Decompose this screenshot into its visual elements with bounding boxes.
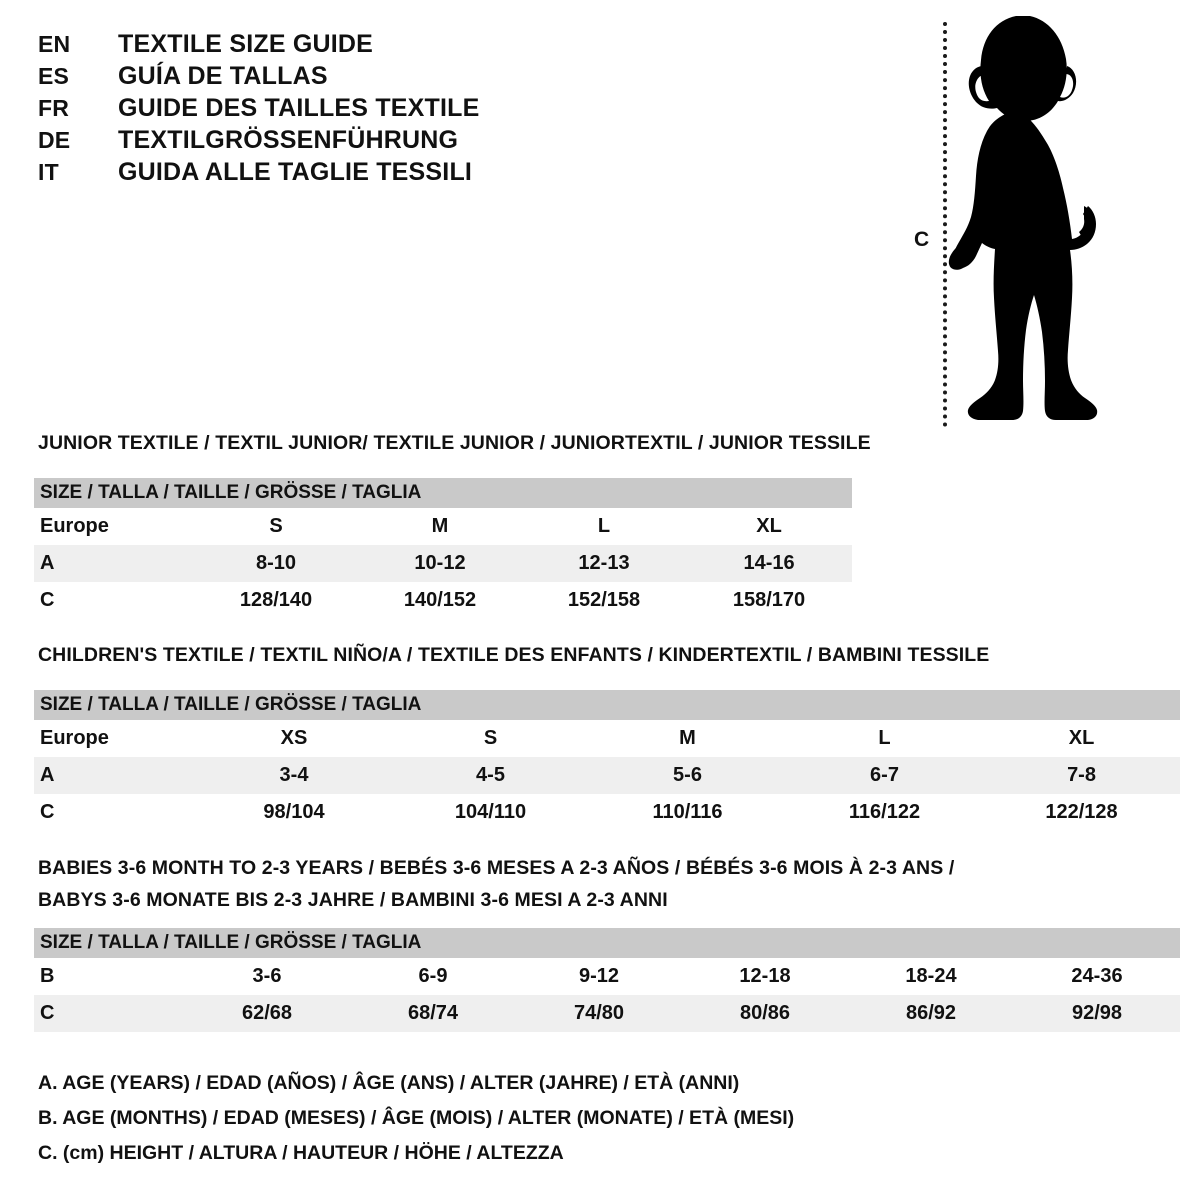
cell: M	[589, 720, 786, 757]
language-row-en: EN TEXTILE SIZE GUIDE	[38, 30, 598, 62]
table-band-row: SIZE / TALLA / TAILLE / GRÖSSE / TAGLIA	[34, 478, 853, 508]
row-label: A	[34, 757, 196, 794]
cell: 4-5	[392, 757, 589, 794]
table-band-row: SIZE / TALLA / TAILLE / GRÖSSE / TAGLIA	[34, 690, 1181, 720]
children-size-table: SIZE / TALLA / TAILLE / GRÖSSE / TAGLIA …	[34, 690, 1181, 831]
row-label: A	[34, 545, 194, 582]
language-code-de: DE	[38, 127, 71, 153]
cell: XL	[983, 720, 1181, 757]
cell: 110/116	[589, 794, 786, 831]
cell: 6-7	[786, 757, 983, 794]
measurement-legend: A. AGE (YEARS) / EDAD (AÑOS) / ÂGE (ANS)…	[38, 1066, 794, 1171]
row-label: B	[34, 958, 184, 995]
children-band-label: SIZE / TALLA / TAILLE / GRÖSSE / TAGLIA	[34, 690, 1181, 720]
child-silhouette-icon	[948, 16, 1098, 420]
height-marker-label: C	[914, 228, 930, 251]
table-row: A 8-10 10-12 12-13 14-16	[34, 545, 853, 582]
cell: 92/98	[1014, 995, 1180, 1032]
cell: 104/110	[392, 794, 589, 831]
table-row: C 62/68 68/74 74/80 80/86 86/92 92/98	[34, 995, 1180, 1032]
legend-line-a: A. AGE (YEARS) / EDAD (AÑOS) / ÂGE (ANS)…	[38, 1072, 740, 1094]
table-row: B 3-6 6-9 9-12 12-18 18-24 24-36	[34, 958, 1180, 995]
cell: 5-6	[589, 757, 786, 794]
language-code-it: IT	[38, 159, 59, 185]
height-dotted-line	[943, 22, 947, 427]
language-row-es: ES GUÍA DE TALLAS	[38, 62, 598, 94]
row-label: C	[34, 794, 196, 831]
section-title-babies-line1: BABIES 3-6 MONTH TO 2-3 YEARS / BEBÉS 3-…	[38, 857, 955, 879]
cell: 14-16	[686, 545, 853, 582]
cell: 24-36	[1014, 958, 1180, 995]
language-row-it: IT GUIDA ALLE TAGLIE TESSILI	[38, 158, 598, 190]
cell: 86/92	[848, 995, 1014, 1032]
cell: 6-9	[350, 958, 516, 995]
row-label: C	[34, 995, 184, 1032]
table-row: C 128/140 140/152 152/158 158/170	[34, 582, 853, 619]
cell: XL	[686, 508, 853, 545]
cell: 158/170	[686, 582, 853, 619]
language-title-de: TEXTILGRÖSSENFÜHRUNG	[118, 126, 459, 154]
language-code-fr: FR	[38, 95, 70, 121]
cell: 80/86	[682, 995, 848, 1032]
cell: S	[392, 720, 589, 757]
language-title-es: GUÍA DE TALLAS	[118, 62, 328, 90]
row-label: Europe	[34, 720, 196, 757]
cell: 8-10	[194, 545, 358, 582]
cell: 152/158	[522, 582, 686, 619]
cell: 3-4	[196, 757, 392, 794]
cell: 18-24	[848, 958, 1014, 995]
cell: L	[522, 508, 686, 545]
language-row-fr: FR GUIDE DES TAILLES TEXTILE	[38, 94, 598, 126]
cell: 68/74	[350, 995, 516, 1032]
language-title-it: GUIDA ALLE TAGLIE TESSILI	[118, 158, 473, 186]
cell: L	[786, 720, 983, 757]
table-band-row: SIZE / TALLA / TAILLE / GRÖSSE / TAGLIA	[34, 928, 1180, 958]
table-row: Europe S M L XL	[34, 508, 853, 545]
cell: 62/68	[184, 995, 350, 1032]
legend-line-b: B. AGE (MONTHS) / EDAD (MESES) / ÂGE (MO…	[38, 1107, 795, 1129]
cell: 140/152	[358, 582, 522, 619]
language-code-es: ES	[38, 63, 70, 89]
cell: XS	[196, 720, 392, 757]
row-label: Europe	[34, 508, 194, 545]
junior-size-table: SIZE / TALLA / TAILLE / GRÖSSE / TAGLIA …	[34, 478, 853, 619]
cell: 98/104	[196, 794, 392, 831]
cell: 9-12	[516, 958, 682, 995]
junior-band-label: SIZE / TALLA / TAILLE / GRÖSSE / TAGLIA	[34, 478, 853, 508]
cell: M	[358, 508, 522, 545]
legend-line-c: C. (cm) HEIGHT / ALTURA / HAUTEUR / HÖHE…	[38, 1142, 564, 1164]
table-row: Europe XS S M L XL	[34, 720, 1181, 757]
language-title-block: EN TEXTILE SIZE GUIDE ES GUÍA DE TALLAS …	[38, 30, 598, 190]
cell: 116/122	[786, 794, 983, 831]
cell: 12-18	[682, 958, 848, 995]
cell: 122/128	[983, 794, 1181, 831]
babies-size-table: SIZE / TALLA / TAILLE / GRÖSSE / TAGLIA …	[34, 928, 1180, 1032]
table-row: A 3-4 4-5 5-6 6-7 7-8	[34, 757, 1181, 794]
cell: 128/140	[194, 582, 358, 619]
cell: S	[194, 508, 358, 545]
language-title-fr: GUIDE DES TAILLES TEXTILE	[118, 94, 480, 122]
section-title-junior: JUNIOR TEXTILE / TEXTIL JUNIOR/ TEXTILE …	[38, 432, 871, 454]
language-code-en: EN	[38, 31, 71, 57]
language-title-en: TEXTILE SIZE GUIDE	[118, 30, 374, 58]
cell: 12-13	[522, 545, 686, 582]
section-title-babies-line2: BABYS 3-6 MONATE BIS 2-3 JAHRE / BAMBINI…	[38, 889, 668, 911]
language-row-de: DE TEXTILGRÖSSENFÜHRUNG	[38, 126, 598, 158]
section-title-children: CHILDREN'S TEXTILE / TEXTIL NIÑO/A / TEX…	[38, 644, 990, 666]
table-row: C 98/104 104/110 110/116 116/122 122/128	[34, 794, 1181, 831]
height-measurement-figure: C	[900, 10, 1160, 435]
cell: 74/80	[516, 995, 682, 1032]
cell: 7-8	[983, 757, 1181, 794]
cell: 3-6	[184, 958, 350, 995]
row-label: C	[34, 582, 194, 619]
babies-band-label: SIZE / TALLA / TAILLE / GRÖSSE / TAGLIA	[34, 928, 1180, 958]
cell: 10-12	[358, 545, 522, 582]
